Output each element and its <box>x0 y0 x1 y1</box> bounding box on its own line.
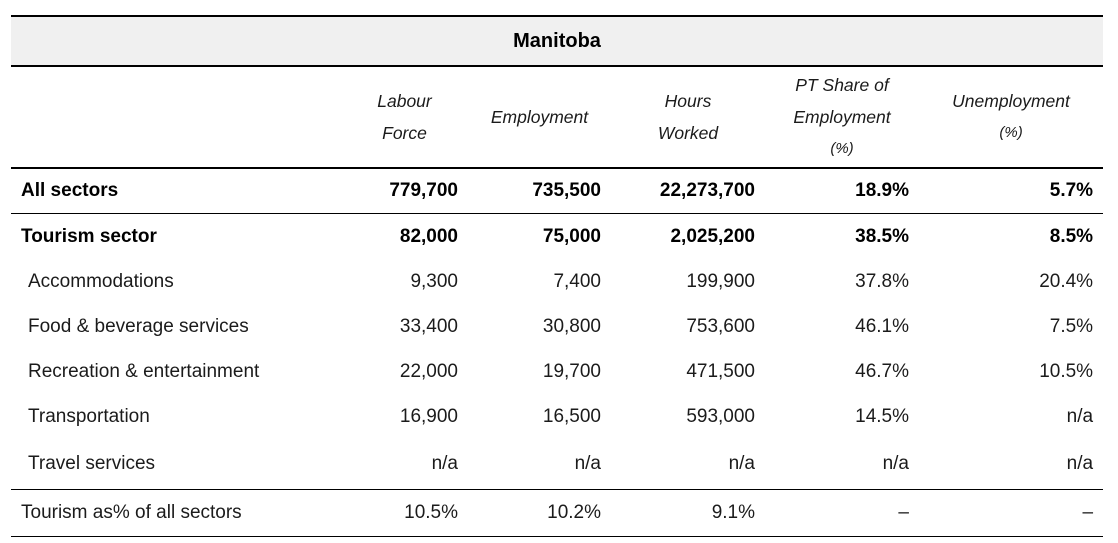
cell-value: 16,900 <box>399 405 458 427</box>
cell-value: 753,600 <box>686 315 755 337</box>
col-header-pt-share: PT Share of Employment (%) <box>765 66 919 168</box>
col-header-employment: Employment <box>468 66 611 168</box>
row-label: Accommodations <box>28 270 174 292</box>
table-row-food-beverage: Food & beverage services 33,400 30,800 7… <box>11 304 1103 349</box>
cell-value: n/a <box>574 453 601 474</box>
col-header-unemployment: Unemployment (%) <box>919 66 1103 168</box>
cell-value: 33,400 <box>399 315 458 337</box>
cell-value: 19,700 <box>542 360 601 382</box>
cell-value: 18.9% <box>765 167 919 214</box>
cell-value: 199,900 <box>686 270 755 292</box>
cell-value: 7,400 <box>553 270 601 292</box>
header-line: (%) <box>830 140 854 157</box>
header-line: Labour <box>377 91 432 111</box>
column-header-row: Labour Force Employment Hours Worked PT … <box>11 66 1103 168</box>
header-line: Unemployment <box>952 91 1070 111</box>
cell-value: – <box>919 489 1104 537</box>
cell-value: 9.1% <box>611 489 765 537</box>
col-header-labour-force: Labour Force <box>341 66 468 168</box>
cell-value: 37.8% <box>855 270 909 292</box>
header-line: Employment <box>490 107 589 127</box>
cell-value: 46.1% <box>855 315 909 337</box>
cell-value: n/a <box>882 453 909 474</box>
header-line: Employment <box>793 107 891 127</box>
cell-value: 20.4% <box>1039 270 1094 292</box>
header-line: PT Share of <box>795 75 889 95</box>
cell-value: 10.5% <box>341 489 468 537</box>
cell-value: n/a <box>431 453 458 474</box>
cell-value: – <box>765 489 919 537</box>
cell-value: 22,273,700 <box>611 167 765 214</box>
cell-value: 5.7% <box>919 167 1104 214</box>
cell-value: 10.2% <box>468 489 611 537</box>
manitoba-stats-table: Manitoba Labour Force Employment Hours W… <box>11 15 1104 537</box>
header-line: (%) <box>999 124 1023 141</box>
cell-value: 735,500 <box>468 167 611 214</box>
col-header-hours-worked: Hours Worked <box>611 66 765 168</box>
header-line: Worked <box>657 123 719 143</box>
cell-value: 593,000 <box>686 405 755 427</box>
row-label: Travel services <box>28 453 156 474</box>
cell-value: 9,300 <box>410 270 458 292</box>
cell-value: 22,000 <box>399 360 458 382</box>
cell-value: 2,025,200 <box>670 225 755 247</box>
table-title: Manitoba <box>11 15 1104 67</box>
cell-value: n/a <box>1066 405 1094 427</box>
cell-value: 82,000 <box>399 225 458 247</box>
cell-value: 46.7% <box>855 360 909 382</box>
cell-value: 471,500 <box>686 360 755 382</box>
table-row-recreation-entertainment: Recreation & entertainment 22,000 19,700… <box>11 349 1103 394</box>
table-row-tourism-sector: Tourism sector 82,000 75,000 2,025,200 3… <box>11 214 1103 260</box>
cell-value: 8.5% <box>1049 225 1094 247</box>
row-label: Tourism sector <box>21 225 157 247</box>
cell-value: 75,000 <box>542 225 601 247</box>
row-label: All sectors <box>11 167 341 214</box>
cell-value: 10.5% <box>1039 360 1094 382</box>
row-label: Tourism as% of all sectors <box>11 489 341 537</box>
table-row-travel-services: Travel services n/a n/a n/a n/a n/a <box>11 439 1103 490</box>
header-line: Hours <box>664 91 712 111</box>
cell-value: 14.5% <box>855 405 909 427</box>
row-label: Recreation & entertainment <box>28 360 260 382</box>
col-header-empty <box>11 66 341 168</box>
table-row-tourism-share-of-all-sectors: Tourism as% of all sectors 10.5% 10.2% 9… <box>11 489 1104 537</box>
cell-value: n/a <box>728 453 755 474</box>
table-row-all-sectors: All sectors 779,700 735,500 22,273,700 1… <box>11 167 1104 214</box>
cell-value: 779,700 <box>341 167 468 214</box>
row-label: Transportation <box>28 405 150 427</box>
table-title-row: Manitoba <box>11 15 1104 67</box>
cell-value: 38.5% <box>855 225 909 247</box>
cell-value: 7.5% <box>1049 315 1094 337</box>
cell-value: 16,500 <box>542 405 601 427</box>
header-line: Force <box>382 123 427 143</box>
table-row-accommodations: Accommodations 9,300 7,400 199,900 37.8%… <box>11 259 1103 304</box>
cell-value: n/a <box>1066 453 1094 474</box>
cell-value: 30,800 <box>542 315 601 337</box>
table-row-transportation: Transportation 16,900 16,500 593,000 14.… <box>11 394 1103 439</box>
row-label: Food & beverage services <box>28 315 249 337</box>
